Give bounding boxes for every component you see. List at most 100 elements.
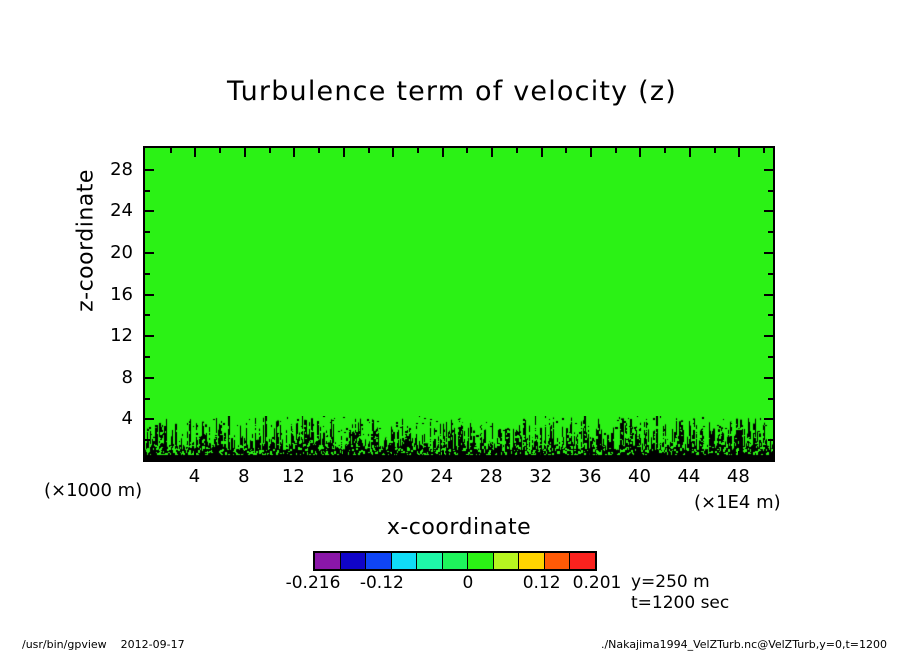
x-tick-major	[590, 148, 593, 157]
colorbar-segment	[570, 553, 596, 569]
annotation-y-value: y=250 m	[631, 572, 710, 592]
x-tick-label: 28	[479, 466, 503, 487]
y-tick-label: 24	[110, 200, 133, 222]
x-tick-major	[540, 451, 543, 460]
y-tick-label: 12	[110, 325, 133, 347]
x-tick-label: 40	[628, 466, 651, 487]
y-tick-major	[145, 293, 154, 296]
y-tick-major	[145, 376, 154, 379]
y-tick-major	[145, 418, 154, 421]
x-tick-major	[342, 451, 345, 460]
colorbar-segment	[391, 553, 418, 569]
x-tick-major	[688, 148, 691, 157]
turbulence-noise-canvas	[145, 416, 773, 460]
x-tick-minor	[367, 148, 370, 153]
x-tick-minor	[565, 148, 568, 153]
x-tick-major	[441, 148, 444, 157]
y-tick-minor	[768, 272, 773, 275]
colorbar-segment	[315, 553, 341, 569]
x-tick-label: 16	[331, 466, 355, 487]
x-tick-minor	[664, 148, 667, 153]
y-tick-minor	[145, 189, 150, 192]
x-tick-minor	[614, 455, 617, 460]
y-tick-minor	[145, 397, 150, 400]
colorbar-segment	[493, 553, 520, 569]
x-tick-minor	[466, 455, 469, 460]
x-tick-major	[441, 451, 444, 460]
x-tick-minor	[219, 148, 222, 153]
x-tick-minor	[268, 148, 271, 153]
x-tick-minor	[416, 148, 419, 153]
y-tick-major	[764, 418, 773, 421]
y-tick-minor	[145, 231, 150, 234]
y-tick-major	[145, 335, 154, 338]
x-tick-label: 36	[578, 466, 602, 487]
x-tick-minor	[614, 148, 617, 153]
x-tick-major	[738, 451, 741, 460]
y-tick-label: 28	[110, 158, 133, 180]
x-tick-minor	[763, 455, 766, 460]
footer-command: /usr/bin/gpview	[22, 638, 107, 651]
x-tick-label: 4	[188, 466, 201, 487]
x-tick-major	[342, 148, 345, 157]
colorbar	[313, 551, 597, 571]
colorbar-segment	[340, 553, 367, 569]
x-tick-minor	[515, 455, 518, 460]
plot-area	[143, 146, 775, 462]
y-tick-major	[145, 210, 154, 213]
colorbar-segment	[442, 553, 469, 569]
y-axis-unit-label: (×1000 m)	[44, 480, 143, 501]
y-tick-minor	[768, 231, 773, 234]
x-tick-minor	[169, 148, 172, 153]
colorbar-tick-label: 0.201	[572, 573, 622, 593]
annotation-time-value: t=1200 sec	[631, 593, 730, 613]
y-tick-minor	[768, 356, 773, 358]
y-axis-title: z-coordinate	[73, 169, 99, 312]
x-tick-label: 48	[726, 466, 750, 487]
y-tick-major	[145, 252, 154, 254]
x-tick-major	[293, 148, 296, 157]
y-tick-minor	[768, 439, 773, 442]
x-tick-major	[540, 148, 543, 157]
x-tick-major	[688, 451, 691, 460]
turbulence-noise-band	[145, 416, 773, 460]
y-tick-minor	[145, 314, 150, 317]
colorbar-segment	[468, 553, 494, 569]
x-tick-major	[639, 451, 642, 460]
x-tick-label: 24	[430, 466, 454, 487]
y-tick-major	[764, 168, 773, 171]
y-tick-minor	[768, 314, 773, 317]
x-tick-major	[243, 148, 246, 157]
x-tick-major	[590, 451, 593, 460]
x-tick-minor	[466, 148, 469, 153]
y-tick-minor	[768, 397, 773, 400]
y-tick-major	[764, 293, 773, 296]
heatmap-field	[145, 148, 773, 460]
x-tick-minor	[219, 455, 222, 460]
y-tick-major	[764, 376, 773, 379]
x-tick-major	[392, 148, 395, 157]
colorbar-segment	[366, 553, 392, 569]
x-tick-label: 12	[281, 466, 305, 487]
y-tick-major	[145, 168, 154, 171]
y-tick-major	[764, 210, 773, 213]
colorbar-tick-label: -0.216	[285, 573, 341, 593]
x-tick-label: 44	[677, 466, 701, 487]
x-tick-minor	[763, 148, 766, 153]
x-tick-major	[491, 451, 494, 460]
colorbar-tick-label: 0	[462, 573, 474, 593]
x-tick-minor	[416, 455, 419, 460]
x-tick-minor	[318, 455, 321, 460]
footer-data-source: ./Nakajima1994_VelZTurb.nc@VelZTurb,y=0,…	[600, 638, 887, 651]
x-tick-label: 8	[238, 466, 250, 487]
x-tick-major	[194, 148, 197, 157]
x-tick-minor	[664, 455, 667, 460]
y-tick-label: 16	[110, 283, 133, 305]
x-tick-minor	[515, 148, 518, 153]
x-tick-label: 32	[529, 466, 553, 487]
colorbar-segment	[519, 553, 545, 569]
plot-annotation: y=250 m t=1200 sec	[631, 572, 729, 614]
x-tick-major	[194, 451, 197, 460]
y-tick-major	[764, 252, 773, 254]
x-tick-minor	[565, 455, 568, 460]
